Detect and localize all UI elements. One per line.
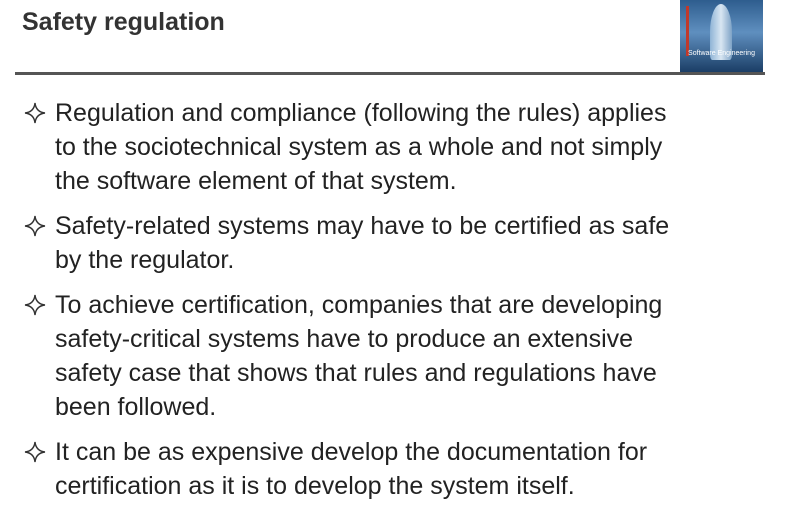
cover-text: Software Engineering xyxy=(688,50,755,57)
bullet-icon xyxy=(24,102,46,124)
bullet-list: Regulation and compliance (following the… xyxy=(22,96,669,514)
bullet-text: by the regulator. xyxy=(55,246,235,274)
bullet-text: To achieve certification, companies that… xyxy=(55,291,663,319)
bullet: Regulation and compliance (following the… xyxy=(22,96,669,198)
bullet-icon xyxy=(24,215,46,237)
bullet-text: safety-critical systems have to produce … xyxy=(55,325,634,353)
bullet-icon xyxy=(24,294,46,316)
book-cover: Software Engineering xyxy=(680,0,763,72)
bullet: It can be as expensive develop the docum… xyxy=(22,435,669,503)
bullet-text: been followed. xyxy=(55,393,217,421)
bullet-text: to the sociotechnical system as a whole … xyxy=(55,133,663,161)
bullet-text: Safety-related systems may have to be ce… xyxy=(55,212,670,240)
bullet-icon xyxy=(24,441,46,463)
cover-tower xyxy=(710,4,732,60)
bullet-text: Regulation and compliance (following the… xyxy=(55,99,667,127)
bullet-text: certification as it is to develop the sy… xyxy=(55,472,575,500)
bullet-text: safety case that shows that rules and re… xyxy=(55,359,657,387)
bullet-text: It can be as expensive develop the docum… xyxy=(55,438,648,466)
header-rule xyxy=(15,72,765,75)
slide-title: Safety regulation xyxy=(22,8,225,36)
bullet: To achieve certification, companies that… xyxy=(22,288,669,424)
bullet-text: the software element of that system. xyxy=(55,167,457,195)
cover-crane xyxy=(686,6,689,56)
bullet: Safety-related systems may have to be ce… xyxy=(22,209,669,277)
